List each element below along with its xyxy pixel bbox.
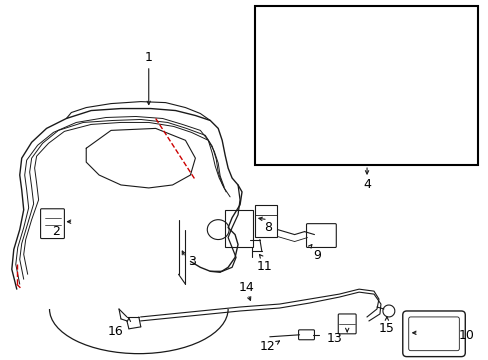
Text: 8: 8: [264, 221, 271, 234]
Text: 15: 15: [378, 322, 394, 336]
Bar: [224, 210, 252, 247]
Text: 12: 12: [259, 340, 275, 353]
Text: 3: 3: [188, 255, 196, 268]
Text: 14: 14: [239, 281, 254, 294]
Text: 10: 10: [457, 329, 473, 342]
Text: 6: 6: [402, 152, 410, 165]
Text: 4: 4: [363, 179, 370, 192]
Text: 16: 16: [108, 325, 123, 338]
Bar: [254, 6, 477, 165]
Text: 11: 11: [256, 260, 272, 273]
Text: 9: 9: [313, 249, 321, 262]
Text: 2: 2: [52, 225, 61, 238]
Bar: [254, 205, 276, 237]
Text: 1: 1: [144, 51, 152, 64]
Text: 7: 7: [430, 152, 439, 165]
Text: 13: 13: [326, 332, 342, 345]
Text: 5: 5: [269, 45, 277, 58]
